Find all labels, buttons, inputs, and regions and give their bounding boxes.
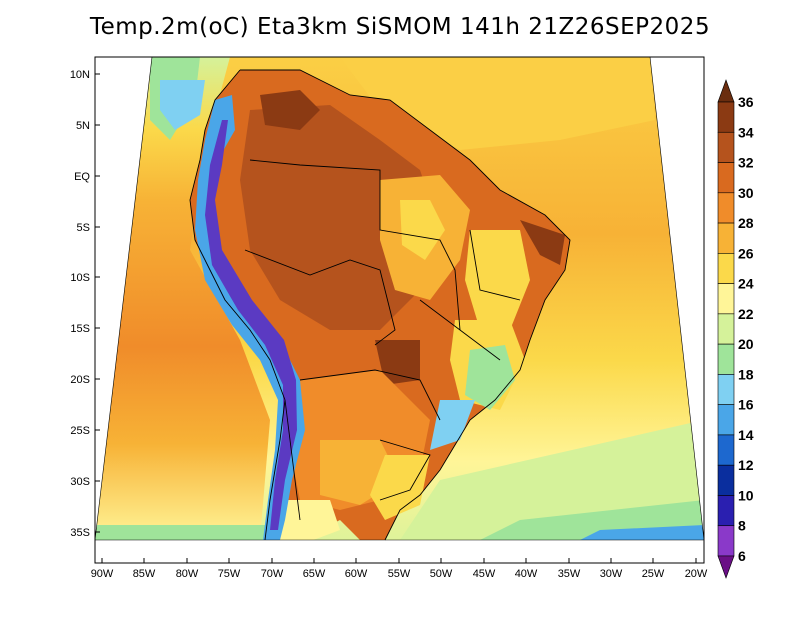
patagonia-mild bbox=[275, 500, 340, 540]
pacific-cool-patch bbox=[160, 80, 205, 130]
pacific-field bbox=[95, 57, 270, 540]
lon-label: 80W bbox=[176, 568, 199, 580]
colorbar-swatch bbox=[717, 131, 735, 163]
lon-label: 30W bbox=[600, 568, 623, 580]
lat-label: 10N bbox=[70, 69, 90, 81]
colorbar-label: 28 bbox=[738, 215, 754, 231]
lon-label: 90W bbox=[91, 568, 114, 580]
lon-label: 65W bbox=[303, 568, 326, 580]
venezuela-hot bbox=[260, 90, 320, 130]
lon-label: 85W bbox=[133, 568, 156, 580]
colorbar-label: 16 bbox=[738, 397, 754, 413]
colorbar-label: 34 bbox=[738, 124, 754, 140]
colorbar: 36 34 32 30 28 26 24 22 20 18 16 14 12 10 8 6 bbox=[717, 79, 754, 579]
south-highlands-cool bbox=[430, 400, 475, 450]
colorbar-label: 30 bbox=[738, 185, 754, 201]
lat-label: EQ bbox=[74, 171, 90, 183]
northeast-hot bbox=[520, 220, 565, 265]
colorbar-swatch bbox=[717, 313, 735, 345]
political-borders bbox=[189, 69, 571, 541]
lon-label: 40W bbox=[515, 568, 538, 580]
border-uruguay bbox=[379, 439, 431, 501]
border-chile bbox=[284, 399, 301, 521]
map-field bbox=[95, 57, 704, 540]
colorbar-label: 6 bbox=[738, 548, 746, 564]
colorbar-arrow-top bbox=[717, 79, 735, 103]
central-brazil-mild bbox=[400, 200, 445, 260]
lon-label: 60W bbox=[345, 568, 368, 580]
colorbar-swatch bbox=[717, 374, 735, 405]
border-states-ne bbox=[469, 229, 521, 301]
lon-label: 20W bbox=[685, 568, 708, 580]
lat-label: 10S bbox=[70, 272, 90, 284]
lon-label: 25W bbox=[642, 568, 665, 580]
map-title: Temp.2m(oC) Eta3km SiSMOM 141h 21Z26SEP2… bbox=[89, 14, 711, 40]
colorbar-swatch bbox=[717, 101, 735, 133]
colorbar-label: 12 bbox=[738, 457, 754, 473]
colorbar-swatch bbox=[717, 343, 735, 375]
pantanal-hot bbox=[375, 340, 420, 385]
amazon-hot bbox=[240, 105, 440, 330]
lat-label: 25S bbox=[70, 425, 90, 437]
lon-label: 55W bbox=[388, 568, 411, 580]
lat-label: 5N bbox=[76, 120, 90, 132]
south-pacific-cool bbox=[95, 525, 300, 540]
lon-label: 50W bbox=[430, 568, 453, 580]
border-north bbox=[249, 159, 461, 331]
lat-label: 5S bbox=[77, 222, 90, 234]
lat-label: 20S bbox=[70, 374, 90, 386]
border-paraguay bbox=[299, 369, 441, 421]
colorbar-swatch bbox=[717, 404, 735, 436]
colorbar-label: 36 bbox=[738, 94, 754, 110]
atlantic-coastline bbox=[240, 69, 571, 541]
colorbar-swatch bbox=[717, 283, 735, 315]
colorbar-swatch bbox=[717, 222, 735, 254]
colorbar-label: 8 bbox=[738, 518, 746, 534]
colorbar-swatch bbox=[717, 464, 735, 496]
colorbar-label: 20 bbox=[738, 336, 754, 352]
colorbar-swatch bbox=[717, 434, 735, 466]
colorbar-label: 22 bbox=[738, 306, 754, 322]
lon-label: 45W bbox=[473, 568, 496, 580]
lon-label: 75W bbox=[218, 568, 241, 580]
uruguay-mild bbox=[370, 455, 430, 520]
lat-axis: 10N 5N EQ 5S 10S 15S 20S 25S 30S 35S bbox=[70, 69, 100, 539]
pacific-coastline bbox=[189, 69, 286, 541]
colorbar-swatch bbox=[717, 525, 735, 557]
southeast-cool bbox=[465, 345, 515, 410]
colorbar-swatch bbox=[717, 495, 735, 527]
colorbar-swatch bbox=[717, 253, 735, 284]
colorbar-label: 26 bbox=[738, 245, 754, 261]
colorbar-swatch bbox=[717, 192, 735, 224]
lon-label: 70W bbox=[261, 568, 284, 580]
atlantic-south-cold bbox=[580, 525, 704, 540]
colorbar-swatch bbox=[717, 162, 735, 194]
colorbar-label: 24 bbox=[738, 276, 754, 292]
east-brazil-mild bbox=[465, 230, 530, 330]
lat-label: 30S bbox=[70, 476, 90, 488]
colorbar-label: 14 bbox=[738, 427, 754, 443]
border-bolivia bbox=[244, 249, 396, 346]
lon-label: 35W bbox=[558, 568, 581, 580]
border-states-se bbox=[419, 299, 501, 361]
colorbar-arrow-bottom bbox=[717, 555, 735, 579]
lat-label: 15S bbox=[70, 323, 90, 335]
colorbar-label: 10 bbox=[738, 487, 754, 503]
colorbar-label: 32 bbox=[738, 155, 754, 171]
lon-axis: 90W 85W 80W 75W 70W 65W 60W 55W 50W 45W … bbox=[91, 558, 708, 580]
colorbar-label: 18 bbox=[738, 366, 754, 382]
andes-cold bbox=[205, 120, 297, 530]
lat-label: 35S bbox=[70, 527, 90, 539]
